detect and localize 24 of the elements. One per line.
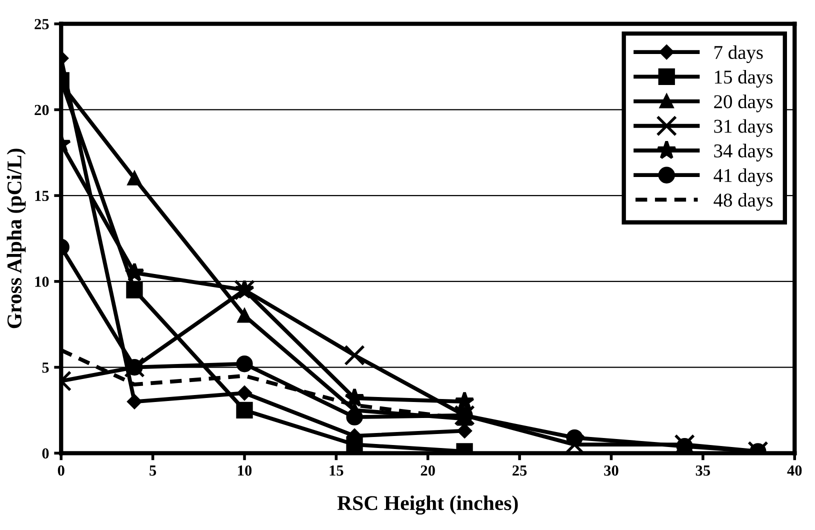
x-tick-label: 20	[420, 465, 435, 476]
x-tick-label: 0	[58, 465, 64, 476]
legend-label: 48 days	[714, 193, 773, 211]
y-tick-label: 10	[35, 276, 49, 287]
x-tick-label: 30	[604, 465, 618, 476]
legend-label: 15 days	[714, 70, 773, 88]
x-tick-label: 5	[150, 466, 156, 476]
y-tick-label: 25	[34, 19, 49, 30]
y-axis-title: Gross Alpha (pCi/L)	[6, 148, 26, 328]
y-tick-label: 0	[42, 448, 49, 459]
x-tick-label: 35	[696, 465, 710, 476]
x-tick-label: 15	[330, 465, 344, 476]
legend-label: 20 days	[714, 94, 773, 112]
y-tick-label: 5	[42, 362, 49, 373]
legend-label: 34 days	[714, 144, 773, 162]
x-tick-label: 10	[238, 465, 252, 476]
x-axis-title: RSC Height (inches)	[337, 495, 518, 515]
x-tick-label: 25	[512, 465, 527, 476]
y-tick-label: 20	[34, 104, 49, 116]
legend-label: 31 days	[714, 119, 773, 137]
legend-label: 7 days	[714, 45, 763, 64]
legend-label: 41 days	[714, 168, 773, 186]
x-tick-label: 40	[787, 465, 802, 476]
y-tick-label: 15	[35, 190, 49, 202]
